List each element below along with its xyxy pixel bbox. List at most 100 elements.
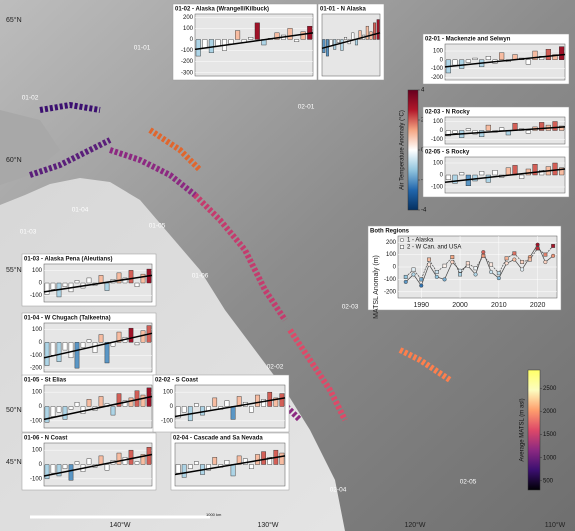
bar	[261, 451, 266, 465]
bar	[206, 464, 211, 471]
colorbar	[407, 89, 419, 211]
bar	[459, 59, 465, 69]
y-tick-label: 100	[32, 327, 43, 333]
bar	[228, 39, 234, 45]
marker	[489, 269, 494, 275]
y-tick-label: 0	[39, 340, 43, 346]
marker	[403, 279, 408, 284]
y-tick-label: -100	[431, 137, 444, 143]
region-label: 02-03	[342, 304, 359, 311]
dots	[109, 147, 197, 198]
y-tick-label: 0	[39, 404, 43, 410]
bar	[44, 282, 50, 295]
bar	[273, 397, 279, 407]
bar	[492, 169, 498, 176]
bar	[116, 452, 122, 465]
bar	[532, 50, 538, 61]
panel-title: 01-05 - St Elias	[24, 378, 67, 384]
bar	[452, 174, 458, 184]
bar	[539, 169, 545, 176]
bar	[215, 39, 221, 47]
dots	[398, 347, 452, 383]
dots	[148, 127, 203, 173]
bar	[50, 342, 56, 356]
bar	[74, 280, 80, 284]
colorbar-label: Average MATSL (m asl)	[520, 398, 526, 461]
bar	[452, 130, 458, 134]
legend-label: 2 - W Can. and USA	[407, 245, 461, 251]
y-tick-label: 0	[393, 265, 397, 271]
trend-line	[444, 168, 566, 183]
bar	[74, 461, 80, 465]
y-tick-label: 100	[183, 26, 194, 32]
panel-title: 01-02 - Alaska (Wrangell/Kilbuck)	[175, 7, 269, 13]
bar	[140, 330, 146, 343]
marker	[411, 267, 416, 272]
bar	[86, 458, 92, 465]
bar	[50, 282, 56, 290]
scale-label: 1000 km	[206, 512, 222, 517]
trend-line	[43, 395, 153, 421]
bar	[92, 342, 98, 353]
colorbar-tick-label: 4	[421, 88, 425, 94]
y-tick-label: 100	[32, 448, 43, 454]
bar	[140, 273, 146, 284]
trend-line	[43, 332, 153, 359]
bar	[525, 168, 531, 176]
y-tick-label: 0	[39, 462, 43, 468]
region-label: 01-02	[22, 95, 39, 102]
bar	[445, 130, 451, 137]
bar	[261, 399, 266, 407]
panel-title: 02-05 - S Rocky	[425, 150, 470, 156]
bar	[552, 162, 558, 176]
bar	[336, 39, 340, 43]
x-tick-label: 2020	[530, 302, 546, 309]
bar	[255, 394, 260, 407]
marker	[551, 253, 556, 258]
marker	[403, 274, 408, 279]
bar	[525, 59, 531, 65]
region-label: 01-04	[72, 207, 89, 214]
bar	[300, 31, 306, 40]
y-tick-label: -100	[161, 418, 174, 424]
lat-label: 55°N	[6, 266, 22, 274]
y-tick-label: 200	[386, 240, 397, 246]
lat-label: 45°N	[6, 458, 22, 466]
bar	[230, 406, 236, 420]
bar	[74, 342, 80, 369]
y-tick-label: 0	[170, 404, 174, 410]
land-west	[0, 110, 60, 185]
bar	[559, 46, 565, 61]
bar	[98, 396, 104, 407]
bar	[249, 464, 254, 470]
bar	[248, 37, 254, 40]
bar	[472, 57, 478, 61]
colorbar-label: Air Temperature Anomaly (°C)	[400, 110, 406, 190]
y-tick-label: -200	[181, 59, 194, 65]
x-tick-label: 2000	[452, 302, 468, 309]
x-tick-label: 1990	[413, 302, 429, 309]
bar	[552, 121, 558, 131]
y-tick-label: 0	[440, 173, 444, 179]
bar	[254, 22, 260, 40]
y-tick-label: -100	[181, 48, 194, 54]
y-tick-label: 0	[190, 37, 194, 43]
bar	[181, 464, 187, 478]
bar	[230, 464, 236, 477]
bar	[224, 400, 230, 407]
bar	[358, 30, 362, 40]
bar	[50, 406, 56, 417]
x-tick-label: 2010	[491, 302, 507, 309]
bar	[86, 399, 92, 407]
region-label: 01-05	[149, 223, 166, 230]
trend-line	[194, 32, 314, 51]
bar	[62, 282, 68, 287]
y-tick-label: 200	[183, 15, 194, 21]
bar	[175, 464, 181, 474]
marker	[434, 274, 439, 279]
y-tick-label: 100	[433, 49, 444, 55]
marker	[504, 256, 509, 261]
marker	[520, 260, 525, 264]
colorbar-tick-label: 2000	[543, 409, 557, 415]
bar	[236, 396, 242, 407]
